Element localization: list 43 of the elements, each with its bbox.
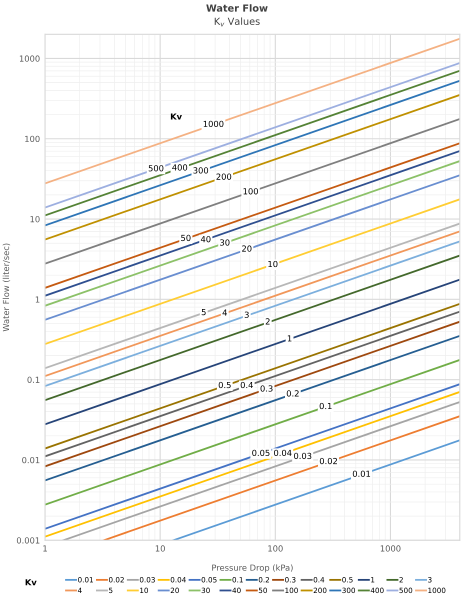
x-tick-label: 1000 bbox=[380, 545, 401, 552]
annotation: 100 bbox=[244, 188, 258, 194]
annotation: 50 bbox=[181, 234, 191, 242]
annotation: 40 bbox=[200, 236, 211, 242]
annotation: 2 bbox=[266, 318, 270, 324]
annotation: 4 bbox=[222, 310, 227, 316]
annotation: 500 bbox=[148, 165, 164, 172]
annotation: 400 bbox=[172, 164, 188, 171]
annotation: 1 bbox=[288, 335, 292, 342]
y-tick-label: 0.001 bbox=[16, 537, 40, 544]
annotation: 0.1 bbox=[320, 402, 332, 410]
annotation: 0.04 bbox=[274, 450, 292, 456]
annotation: 0.5 bbox=[218, 382, 231, 388]
x-axis-title: Pressure Drop (kPa) bbox=[212, 564, 293, 572]
annotation: 3 bbox=[244, 312, 249, 318]
annotation: 0.03 bbox=[294, 452, 312, 460]
x-tick-label: 1 bbox=[43, 545, 47, 552]
annotation: Kv bbox=[170, 113, 182, 120]
annotation: 1000 bbox=[204, 120, 224, 128]
annotation: 0.01 bbox=[352, 470, 370, 477]
x-tick-label: 100 bbox=[268, 545, 283, 552]
y-axis-title: Water Flow (liter/sec) bbox=[2, 244, 10, 332]
x-tick-label: 10 bbox=[156, 545, 165, 552]
annotation: 10 bbox=[268, 260, 278, 268]
y-tick-label: 1000 bbox=[20, 55, 40, 62]
annotation: 0.2 bbox=[286, 390, 299, 397]
annotation: 0.4 bbox=[240, 382, 253, 388]
annotation: 0.3 bbox=[260, 385, 273, 392]
chart-subtitle: K$_{v}$ Values bbox=[214, 17, 260, 26]
annotation: 30 bbox=[220, 239, 230, 246]
annotation: 0.05 bbox=[252, 450, 270, 456]
annotation: 300 bbox=[193, 167, 208, 174]
y-tick-label: 0.1 bbox=[27, 376, 40, 383]
legend-title: Kv bbox=[26, 579, 37, 586]
annotation: 0.02 bbox=[320, 458, 337, 464]
annotation: 5 bbox=[202, 309, 206, 316]
annotation: 200 bbox=[216, 174, 232, 180]
chart-title: Water Flow bbox=[206, 4, 268, 12]
y-tick-label: 0.01 bbox=[22, 456, 40, 464]
y-tick-label: 1 bbox=[36, 296, 40, 303]
annotation: 20 bbox=[242, 245, 252, 252]
y-tick-label: 100 bbox=[25, 136, 40, 142]
y-tick-label: 10 bbox=[30, 216, 40, 222]
